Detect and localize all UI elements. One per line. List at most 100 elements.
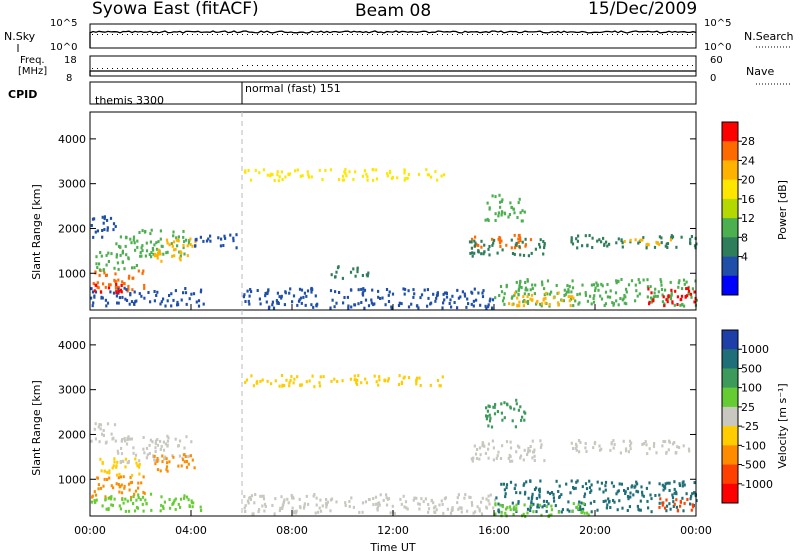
power-cell — [456, 306, 459, 310]
velocity-cell — [353, 374, 356, 378]
power-cell — [356, 267, 359, 271]
power-cell — [661, 293, 664, 297]
power-cell — [426, 304, 429, 308]
velocity-cell — [530, 504, 533, 507]
power-cell — [344, 168, 347, 171]
nave-dot — [172, 68, 173, 69]
velocity-cell — [171, 454, 174, 458]
velocity-cell — [504, 492, 507, 496]
power-cell — [143, 230, 147, 234]
velocity-cell — [474, 510, 477, 514]
velocity-cell — [294, 511, 298, 515]
velocity-cell — [130, 437, 133, 441]
power-cell — [542, 240, 545, 243]
velocity-cell — [500, 402, 503, 406]
velocity-cell — [163, 500, 166, 504]
nsearch-dot — [677, 34, 678, 35]
nsearch-dot — [307, 34, 308, 35]
velocity-cell — [575, 442, 578, 446]
velocity-cell — [133, 492, 136, 496]
power-cell — [284, 290, 287, 294]
power-cell — [335, 301, 338, 305]
velocity-cell — [644, 440, 647, 444]
velocity-cell — [161, 460, 164, 464]
power-cell — [671, 300, 674, 304]
velocity-cell — [191, 458, 194, 462]
velocity-cell — [173, 498, 176, 502]
velocity-cell — [188, 504, 191, 508]
velocity-colorbar-tick-label: 100 — [741, 382, 762, 395]
velocity-cell — [572, 502, 575, 506]
power-cell — [508, 302, 511, 306]
velocity-cell — [517, 500, 520, 504]
power-cell — [567, 288, 570, 292]
velocity-cell — [244, 510, 247, 513]
velocity-cell — [435, 508, 438, 512]
velocity-cell — [648, 447, 651, 451]
power-cell — [661, 300, 664, 304]
nave-dot — [442, 65, 443, 66]
power-cell — [298, 298, 301, 302]
velocity-cell — [177, 502, 180, 506]
velocity-cell — [160, 495, 163, 499]
power-cell — [417, 172, 421, 176]
velocity-cell — [110, 432, 113, 436]
power-cell — [294, 169, 297, 173]
power-cell — [621, 298, 624, 302]
power-cell — [92, 301, 95, 305]
velocity-cell — [538, 503, 541, 507]
power-colorbar-swatch — [722, 218, 738, 238]
nsearch-dot — [212, 34, 213, 35]
velocity-cell — [535, 496, 538, 500]
velocity-region-13 — [244, 374, 444, 389]
power-cell — [522, 253, 526, 257]
nsky-label: N.Sky — [4, 30, 36, 43]
nave-dot — [122, 68, 123, 69]
velocity-cell — [94, 500, 97, 504]
nave-dot — [512, 65, 513, 66]
power-cell — [407, 305, 411, 309]
nave-dot — [657, 65, 658, 66]
nave-dot — [612, 65, 613, 66]
power-cell — [254, 168, 257, 172]
power-cell — [306, 170, 309, 174]
velocity-cell — [165, 465, 169, 469]
power-cell — [521, 219, 524, 223]
nave-dot — [367, 65, 368, 66]
power-cell — [679, 303, 682, 307]
velocity-cell — [399, 497, 402, 501]
nave-dot — [577, 65, 578, 66]
velocity-cell — [505, 440, 509, 444]
velocity-cell — [159, 439, 162, 443]
power-cell — [192, 292, 196, 296]
power-colorbar-tick-label: 8 — [741, 231, 748, 244]
power-cell — [594, 286, 597, 290]
power-cell — [596, 284, 599, 288]
power-cell — [305, 294, 308, 298]
power-cell — [271, 303, 274, 307]
power-cell — [153, 290, 156, 293]
power-cell — [199, 290, 202, 294]
nave-dot — [297, 65, 298, 66]
cpid-segment-1: themis 3300 — [95, 94, 164, 107]
velocity-region-5 — [90, 492, 203, 513]
velocity-cell — [538, 490, 541, 494]
velocity-cell — [274, 379, 277, 383]
nave-dot — [307, 65, 308, 66]
nsearch-dot — [547, 34, 548, 35]
velocity-cell — [386, 379, 390, 383]
power-cell — [182, 291, 185, 295]
power-cell — [557, 303, 560, 307]
velocity-cell — [500, 482, 503, 486]
power-cell — [546, 292, 549, 296]
power-cell — [512, 207, 515, 211]
power-cell — [518, 300, 521, 304]
velocity-cell — [509, 508, 512, 512]
velocity-cell — [266, 379, 269, 383]
power-cell — [103, 271, 106, 275]
velocity-cell — [485, 497, 488, 501]
nave-dot — [667, 65, 668, 66]
velocity-cell — [246, 499, 249, 503]
power-cell — [662, 295, 665, 299]
velocity-cell — [156, 438, 159, 441]
